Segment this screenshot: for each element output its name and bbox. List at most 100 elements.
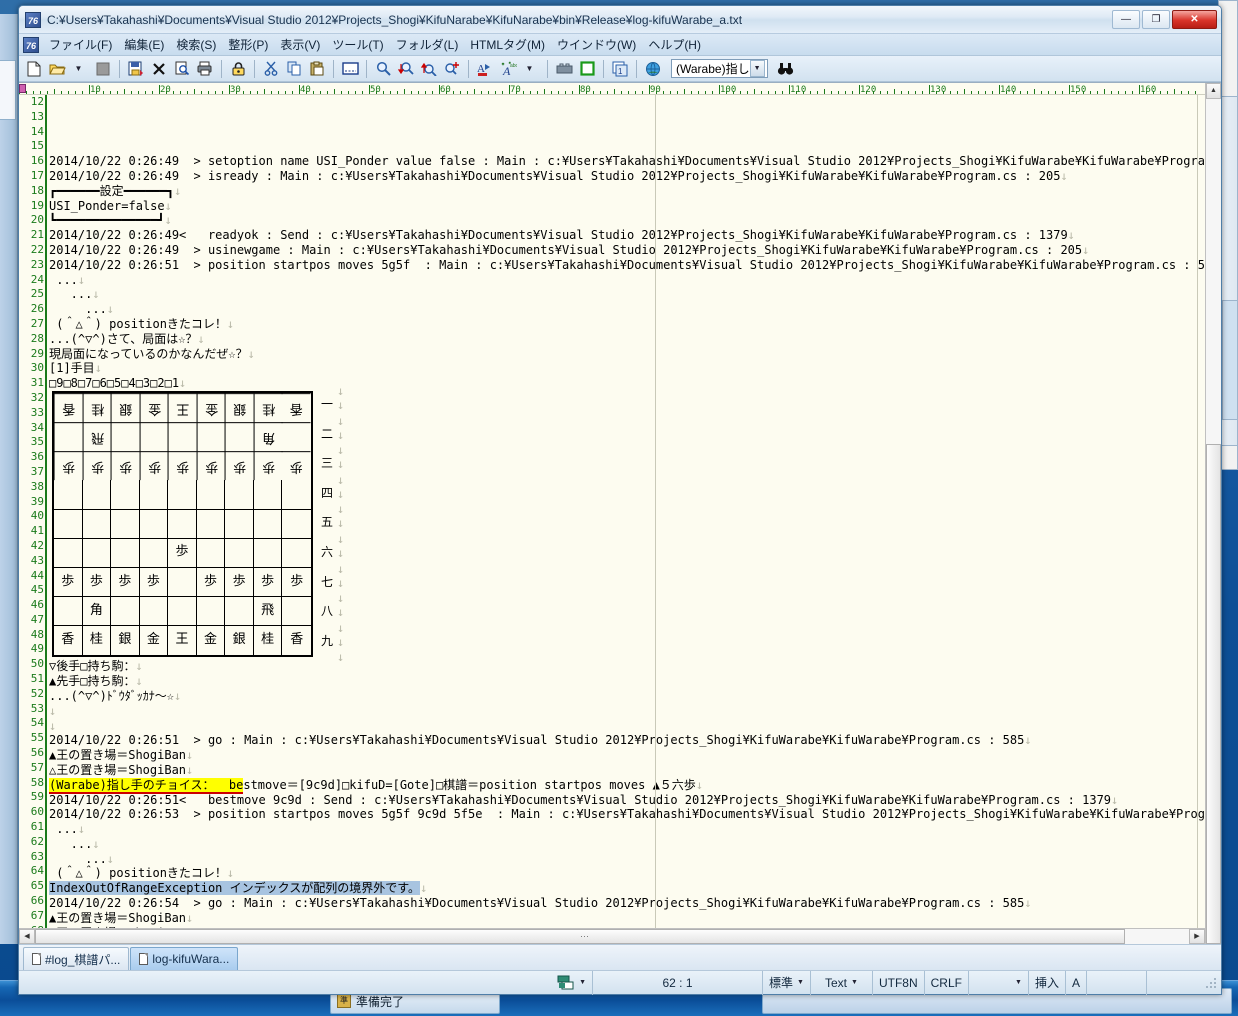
menu-item-file[interactable]: ファイル(F) xyxy=(49,38,113,52)
menu-item-view[interactable]: 表示(V) xyxy=(280,38,321,52)
status-filetype-select[interactable]: Text ▼ xyxy=(809,970,872,995)
scroll-left-button[interactable]: ◀ xyxy=(19,929,35,944)
tile-icon[interactable]: 1 xyxy=(609,58,631,80)
lock-icon[interactable] xyxy=(227,58,249,80)
insert-box-icon[interactable] xyxy=(339,58,361,80)
code-line[interactable]: ...(^▽^)さて、局面は☆？↓ xyxy=(49,331,205,346)
code-line[interactable]: ...↓ xyxy=(49,272,86,287)
search-all-icon[interactable] xyxy=(441,58,463,80)
macro-combo[interactable]: (Warabe)指し ▼ xyxy=(671,59,768,78)
code-line[interactable]: 2014/10/22 0:26:54 > go : Main : c:¥User… xyxy=(49,896,1032,911)
code-line[interactable]: USI_Ponder=false↓ xyxy=(49,198,172,213)
code-line[interactable]: ▲王の置き場＝ShogiBan↓ xyxy=(49,748,194,763)
menu-item-htmltag[interactable]: HTMLタグ(M) xyxy=(470,38,545,52)
code-line[interactable]: 2014/10/22 0:26:51 > go : Main : c:¥User… xyxy=(49,733,1032,748)
code-line[interactable]: ...↓ xyxy=(49,822,86,837)
close-file-icon[interactable] xyxy=(148,58,170,80)
chevron-down-icon[interactable]: ▼ xyxy=(749,60,765,77)
open-dropdown-caret-icon[interactable]: ▼ xyxy=(74,64,83,73)
print-icon[interactable] xyxy=(194,58,216,80)
horizontal-scroll-thumb[interactable] xyxy=(35,929,1125,944)
code-line[interactable]: △王の置き場＝ShogiBan↓ xyxy=(49,762,194,777)
search-up-icon[interactable] xyxy=(418,58,440,80)
outline-icon[interactable] xyxy=(576,58,598,80)
scroll-up-button[interactable]: ▲ xyxy=(1206,83,1221,99)
menu-item-edit[interactable]: 編集(E) xyxy=(124,38,165,52)
minimize-button[interactable]: — xyxy=(1112,10,1140,29)
replace-icon[interactable]: A xyxy=(474,58,496,80)
code-line[interactable]: ↓ xyxy=(49,704,1205,719)
browser-icon[interactable] xyxy=(642,58,664,80)
code-line[interactable]: ...↓ xyxy=(49,302,115,317)
code-line[interactable]: 2014/10/22 0:26:51 > position startpos m… xyxy=(49,257,1205,272)
code-line[interactable]: △王の置き場＝ShogiBan↓ xyxy=(49,926,1205,928)
status-linebreak-select[interactable]: ▼ xyxy=(967,970,1028,995)
code-line[interactable]: 2014/10/22 0:26:49< readyok : Send : c:¥… xyxy=(49,228,1075,243)
search-icon[interactable] xyxy=(372,58,394,80)
vertical-scroll-track[interactable] xyxy=(1206,99,1221,944)
code-line[interactable]: 2014/10/22 0:26:53 > position startpos m… xyxy=(49,807,1205,822)
code-line[interactable]: ...↓ xyxy=(49,836,100,851)
code-line[interactable]: IndexOutOfRangeException インデックスが配列の境界外です… xyxy=(49,881,1205,896)
status-insert-mode[interactable]: 挿入 xyxy=(1027,970,1065,995)
copy-icon[interactable] xyxy=(283,58,305,80)
status-mode-select[interactable]: 標準 ▼ xyxy=(762,970,810,995)
close-button[interactable]: ✕ xyxy=(1172,10,1217,29)
code-line[interactable]: ┗━━━━━━━━━━━━━━┛↓ xyxy=(49,213,172,228)
menu-item-tools[interactable]: ツール(T) xyxy=(332,38,384,52)
search-down-icon[interactable] xyxy=(395,58,417,80)
status-encoding[interactable]: UTF8N xyxy=(871,970,924,995)
code-line[interactable]: (＾△＾) positionきたコレ！↓ xyxy=(49,866,235,881)
tab-log-kifu-pattern[interactable]: #log_棋譜パ... xyxy=(23,947,130,970)
chevron-down-icon[interactable]: ▼ xyxy=(1015,979,1022,986)
maximize-button[interactable]: ❐ xyxy=(1142,10,1170,29)
print-preview-icon[interactable] xyxy=(171,58,193,80)
scroll-right-button[interactable]: ▶ xyxy=(1189,929,1205,944)
code-line[interactable]: ...↓ xyxy=(49,287,100,302)
open-folder-icon[interactable] xyxy=(46,58,68,80)
stop-icon[interactable] xyxy=(92,58,114,80)
code-line[interactable]: ┏━━━━━━設定━━━━━━┓↓ xyxy=(49,183,182,198)
status-linebreak[interactable]: CRLF xyxy=(923,970,968,995)
vertical-scroll-thumb[interactable] xyxy=(1206,444,1221,944)
code-line[interactable]: ▽後手□持ち駒：↓ xyxy=(49,659,143,674)
vertical-scrollbar[interactable]: ▲ ▼ xyxy=(1205,83,1221,944)
spellcheck-caret-icon[interactable]: ▼ xyxy=(525,64,534,73)
save-icon[interactable] xyxy=(125,58,147,80)
code-line[interactable]: (＾△＾) positionきたコレ！↓ xyxy=(49,316,235,331)
code-line[interactable]: ...(^▽^)ﾄﾞｳﾀﾞｯｶﾅ～☆↓ xyxy=(49,688,182,703)
code-line[interactable]: [1]手目↓ xyxy=(49,361,102,376)
code-line[interactable]: ↓ xyxy=(49,719,1205,734)
code-line[interactable]: □9□8□7□6□5□4□3□2□1↓ xyxy=(49,376,187,391)
menu-item-format[interactable]: 整形(P) xyxy=(228,38,269,52)
horizontal-scrollbar[interactable]: ◀ ⋯ ▶ xyxy=(19,928,1205,944)
code-line[interactable]: 2014/10/22 0:26:49 > setoption name USI_… xyxy=(49,154,1205,169)
code-line[interactable]: 2014/10/22 0:26:49 > isready : Main : c:… xyxy=(49,168,1068,183)
code-line[interactable]: 2014/10/22 0:26:51< bestmove 9c9d : Send… xyxy=(49,792,1119,807)
code-line[interactable]: ▲先手□持ち駒：↓ xyxy=(49,674,143,689)
tab-log-kifu-warabe[interactable]: log-kifuWara... xyxy=(130,947,239,970)
code-line[interactable]: 現局面になっているのかなんだぜ☆？↓ xyxy=(49,346,255,361)
grep-icon[interactable] xyxy=(553,58,575,80)
chevron-down-icon[interactable]: ▼ xyxy=(850,979,858,986)
new-file-icon[interactable] xyxy=(23,58,45,80)
menu-item-window[interactable]: ウインドウ(W) xyxy=(556,38,637,52)
code-line[interactable]: ▲王の置き場＝ShogiBan↓ xyxy=(49,910,194,925)
binoculars-icon[interactable] xyxy=(775,58,797,80)
chevron-down-icon[interactable]: ▼ xyxy=(579,979,586,986)
paste-icon[interactable] xyxy=(306,58,328,80)
chevron-down-icon[interactable]: ▼ xyxy=(797,979,804,986)
status-view-mode-button[interactable]: ▼ xyxy=(551,971,592,995)
resize-grip[interactable] xyxy=(1204,975,1218,990)
menu-item-search[interactable]: 検索(S) xyxy=(176,38,217,52)
horizontal-scroll-track[interactable]: ⋯ xyxy=(35,929,1189,944)
menu-item-folder[interactable]: フォルダ(L) xyxy=(395,38,459,52)
code-text[interactable]: 2014/10/22 0:26:49 > setoption name USI_… xyxy=(47,95,1205,928)
code-line[interactable]: ...↓ xyxy=(49,851,115,866)
menu-item-help[interactable]: ヘルプ(H) xyxy=(648,38,701,52)
cut-icon[interactable] xyxy=(260,58,282,80)
code-line[interactable]: (Warabe)指し手のチョイス： bestmove＝[9c9d]□kifuD=… xyxy=(49,777,704,794)
code-area[interactable]: 12 13 14 15 16 17 18 19 20 21 22 23 24 25 26 27 28 29 30 31… xyxy=(19,95,1205,928)
code-line[interactable]: 2014/10/22 0:26:49 > usinewgame : Main :… xyxy=(49,242,1090,257)
